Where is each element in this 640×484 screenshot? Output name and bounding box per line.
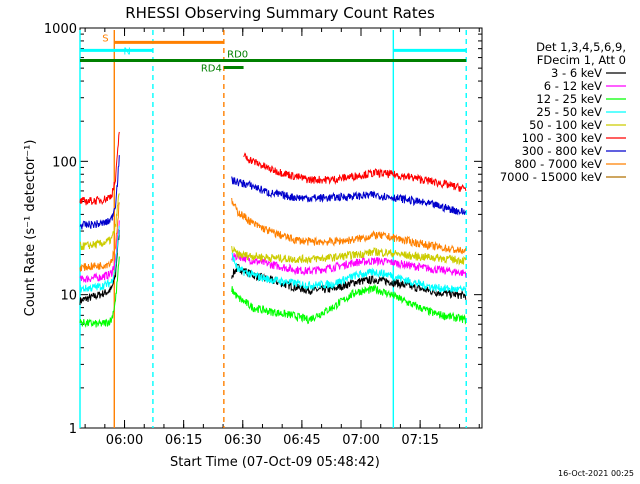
legend-entry-label: 300 - 800 keV	[522, 144, 602, 158]
state-bar-label: RD4	[201, 64, 222, 75]
y-tick-label: 100	[52, 155, 77, 170]
series-line	[231, 176, 467, 216]
y-axis-label: Count Rate (s⁻¹ detector⁻¹)	[23, 140, 38, 317]
series-line	[79, 155, 120, 230]
legend-header: FDecim 1, Att 0	[537, 53, 626, 67]
footer-timestamp: 16-Oct-2021 00:25	[558, 469, 634, 478]
x-tick-label: 06:45	[283, 433, 320, 448]
legend-entry-label: 7000 - 15000 keV	[500, 170, 602, 184]
x-tick-label: 06:30	[224, 433, 261, 448]
series-line	[79, 202, 120, 272]
x-tick-label: 06:00	[106, 433, 143, 448]
axis-ticks: 1 10 100 1000 06:00 06:15 06:30 06:45 07:00 07:15	[44, 22, 482, 448]
series-line	[79, 193, 120, 251]
series-line	[79, 225, 120, 293]
series-line	[231, 252, 467, 294]
series-line	[231, 263, 467, 300]
x-axis-label: Start Time (07-Oct-09 05:48:42)	[170, 455, 380, 470]
legend-header: Det 1,3,4,5,6,9,	[536, 40, 626, 54]
legend: Det 1,3,4,5,6,9,FDecim 1, Att 03 - 6 keV…	[500, 40, 626, 184]
series-line	[231, 283, 467, 325]
y-tick-label: 1000	[44, 22, 77, 37]
series-lines	[79, 131, 467, 328]
legend-entry-label: 800 - 7000 keV	[514, 157, 602, 171]
chart-title: RHESSI Observing Summary Count Rates	[125, 4, 435, 22]
legend-entry-label: 6 - 12 keV	[544, 79, 602, 93]
legend-entry-label: 3 - 6 keV	[551, 66, 602, 80]
y-tick-label: 1	[69, 422, 77, 437]
legend-entry-label: 100 - 300 keV	[522, 131, 602, 145]
x-tick-label: 07:00	[342, 433, 379, 448]
state-bar-label: S	[102, 33, 108, 44]
x-tick-label: 07:15	[401, 433, 438, 448]
series-line	[79, 229, 120, 306]
y-tick-label: 10	[60, 289, 77, 304]
series-line	[231, 197, 467, 255]
series-line	[231, 245, 467, 266]
series-line	[231, 252, 467, 278]
state-bar-label: N	[123, 46, 130, 57]
x-tick-label: 06:15	[165, 433, 202, 448]
state-bar-label: RD0	[227, 50, 248, 61]
series-line	[79, 220, 120, 283]
series-line	[79, 256, 120, 328]
legend-entry-label: 12 - 25 keV	[536, 92, 602, 106]
series-line	[243, 152, 467, 192]
state-bars: S N RD0 RD4	[80, 33, 467, 75]
series-line	[79, 131, 120, 206]
legend-entry-label: 25 - 50 keV	[536, 105, 602, 119]
legend-entry-label: 50 - 100 keV	[529, 118, 602, 132]
